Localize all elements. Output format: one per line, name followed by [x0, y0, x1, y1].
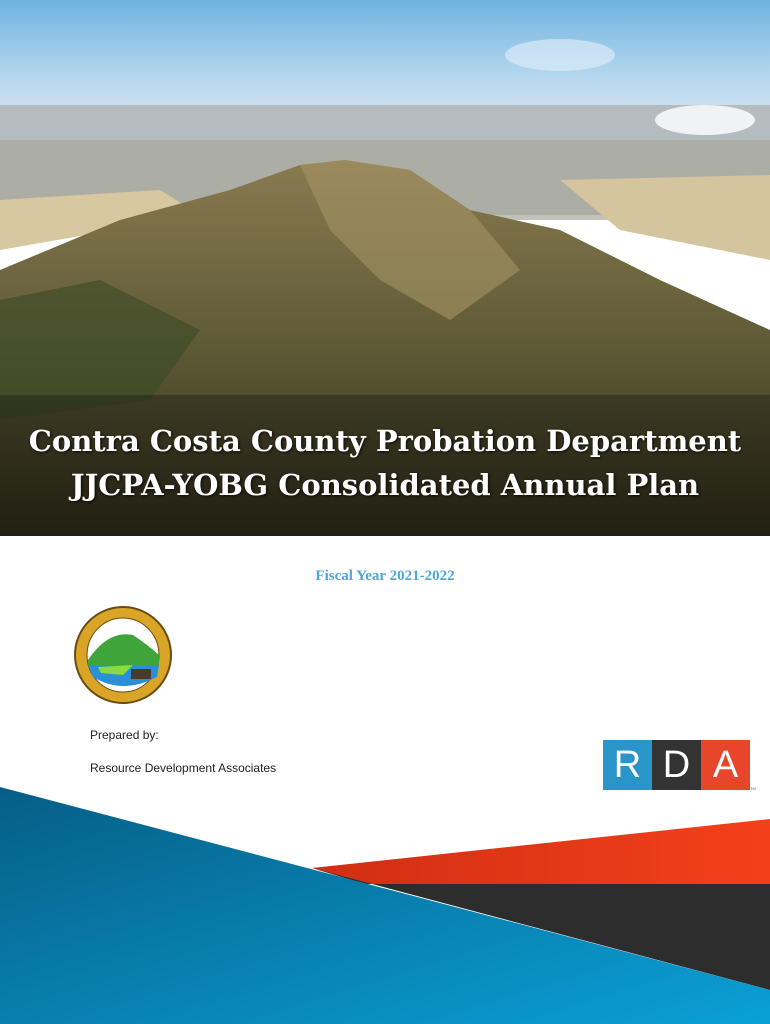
rda-logo-letter-a: A [701, 740, 750, 790]
rda-logo-letter-d: D [652, 740, 701, 790]
dark-band [312, 868, 770, 990]
red-band [312, 819, 770, 884]
trademark-mark: TM [750, 786, 756, 791]
prepared-by-label: Prepared by: [90, 728, 159, 742]
document-title-line-1: Contra Costa County Probation Department [28, 424, 742, 458]
prepared-by-organization: Resource Development Associates [90, 761, 277, 775]
document-title-line-2: JJCPA-YOBG Consolidated Annual Plan [70, 468, 700, 502]
fiscal-year: Fiscal Year 2021-2022 [315, 568, 455, 584]
rda-logo: R D A [603, 740, 750, 790]
rda-logo-letter-r: R [603, 740, 652, 790]
cover-photo-mount-diablo [0, 0, 770, 536]
blue-band [0, 787, 770, 1024]
county-seal [73, 605, 173, 710]
